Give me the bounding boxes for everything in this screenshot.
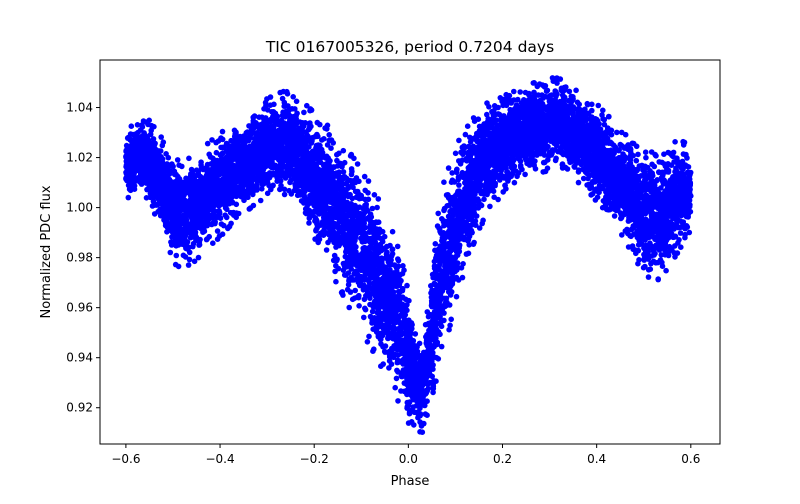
data-point (487, 203, 493, 210)
data-point (522, 89, 529, 96)
data-point (653, 153, 659, 159)
data-point (380, 361, 387, 367)
data-point (214, 228, 221, 234)
data-point (340, 147, 347, 154)
data-point (686, 229, 693, 236)
data-point (128, 123, 135, 129)
data-point (210, 240, 216, 246)
data-point (653, 260, 659, 266)
data-point (645, 274, 652, 280)
data-point (340, 169, 347, 175)
data-point (589, 191, 596, 197)
data-point (405, 420, 412, 426)
data-point (326, 132, 333, 138)
data-point (186, 155, 192, 162)
data-point (559, 161, 566, 167)
data-point (417, 429, 423, 435)
data-point (445, 165, 452, 171)
data-point (447, 322, 453, 329)
data-point (323, 247, 330, 253)
data-point (306, 215, 313, 221)
data-point (125, 194, 132, 201)
data-point (455, 277, 462, 283)
data-point (532, 166, 539, 172)
data-point (511, 179, 518, 186)
data-points (123, 75, 694, 436)
data-point (186, 249, 193, 256)
data-point (622, 131, 629, 138)
data-point (441, 317, 447, 324)
data-point (659, 245, 666, 251)
data-point (307, 107, 313, 114)
data-point (392, 384, 399, 391)
data-point (446, 326, 452, 333)
data-point (213, 149, 220, 156)
data-point (522, 171, 528, 178)
data-point (369, 205, 376, 212)
data-point (471, 239, 477, 246)
data-point (424, 412, 430, 419)
data-point (238, 193, 245, 200)
data-point (462, 131, 469, 138)
data-point (682, 234, 688, 241)
data-point (158, 134, 164, 140)
data-point (648, 260, 654, 267)
data-point (342, 253, 349, 260)
data-point (511, 88, 517, 95)
data-point (348, 266, 355, 272)
data-point (134, 122, 141, 128)
data-point (476, 225, 483, 231)
data-point (472, 222, 479, 228)
chart-title: TIC 0167005326, period 0.7204 days (265, 38, 554, 56)
data-point (452, 150, 459, 157)
data-point (371, 192, 378, 198)
data-point (564, 166, 571, 172)
data-point (306, 220, 312, 226)
data-point (435, 210, 442, 217)
data-point (643, 154, 649, 161)
data-point (333, 262, 339, 269)
data-point (293, 98, 300, 105)
data-point (345, 185, 351, 192)
data-point (374, 204, 380, 211)
data-point (575, 179, 582, 186)
data-point (186, 256, 193, 263)
data-point (195, 254, 202, 261)
data-point (406, 297, 412, 304)
data-point (400, 263, 406, 269)
data-point (366, 333, 372, 340)
data-point (393, 375, 400, 382)
data-point (478, 202, 485, 209)
data-point (484, 100, 490, 106)
data-point (347, 153, 354, 159)
data-point (649, 161, 655, 168)
data-point (672, 254, 678, 260)
data-point (484, 111, 490, 118)
data-point (354, 161, 361, 167)
data-point (635, 151, 641, 158)
data-point (257, 197, 264, 204)
data-point (221, 222, 227, 229)
data-point (589, 101, 595, 108)
data-point (464, 123, 471, 129)
data-point (481, 196, 487, 203)
data-point (281, 191, 288, 198)
data-point (568, 99, 574, 106)
data-point (542, 83, 549, 89)
data-point (678, 244, 684, 250)
data-point (441, 179, 447, 185)
data-point (495, 104, 501, 111)
data-point (672, 139, 678, 145)
